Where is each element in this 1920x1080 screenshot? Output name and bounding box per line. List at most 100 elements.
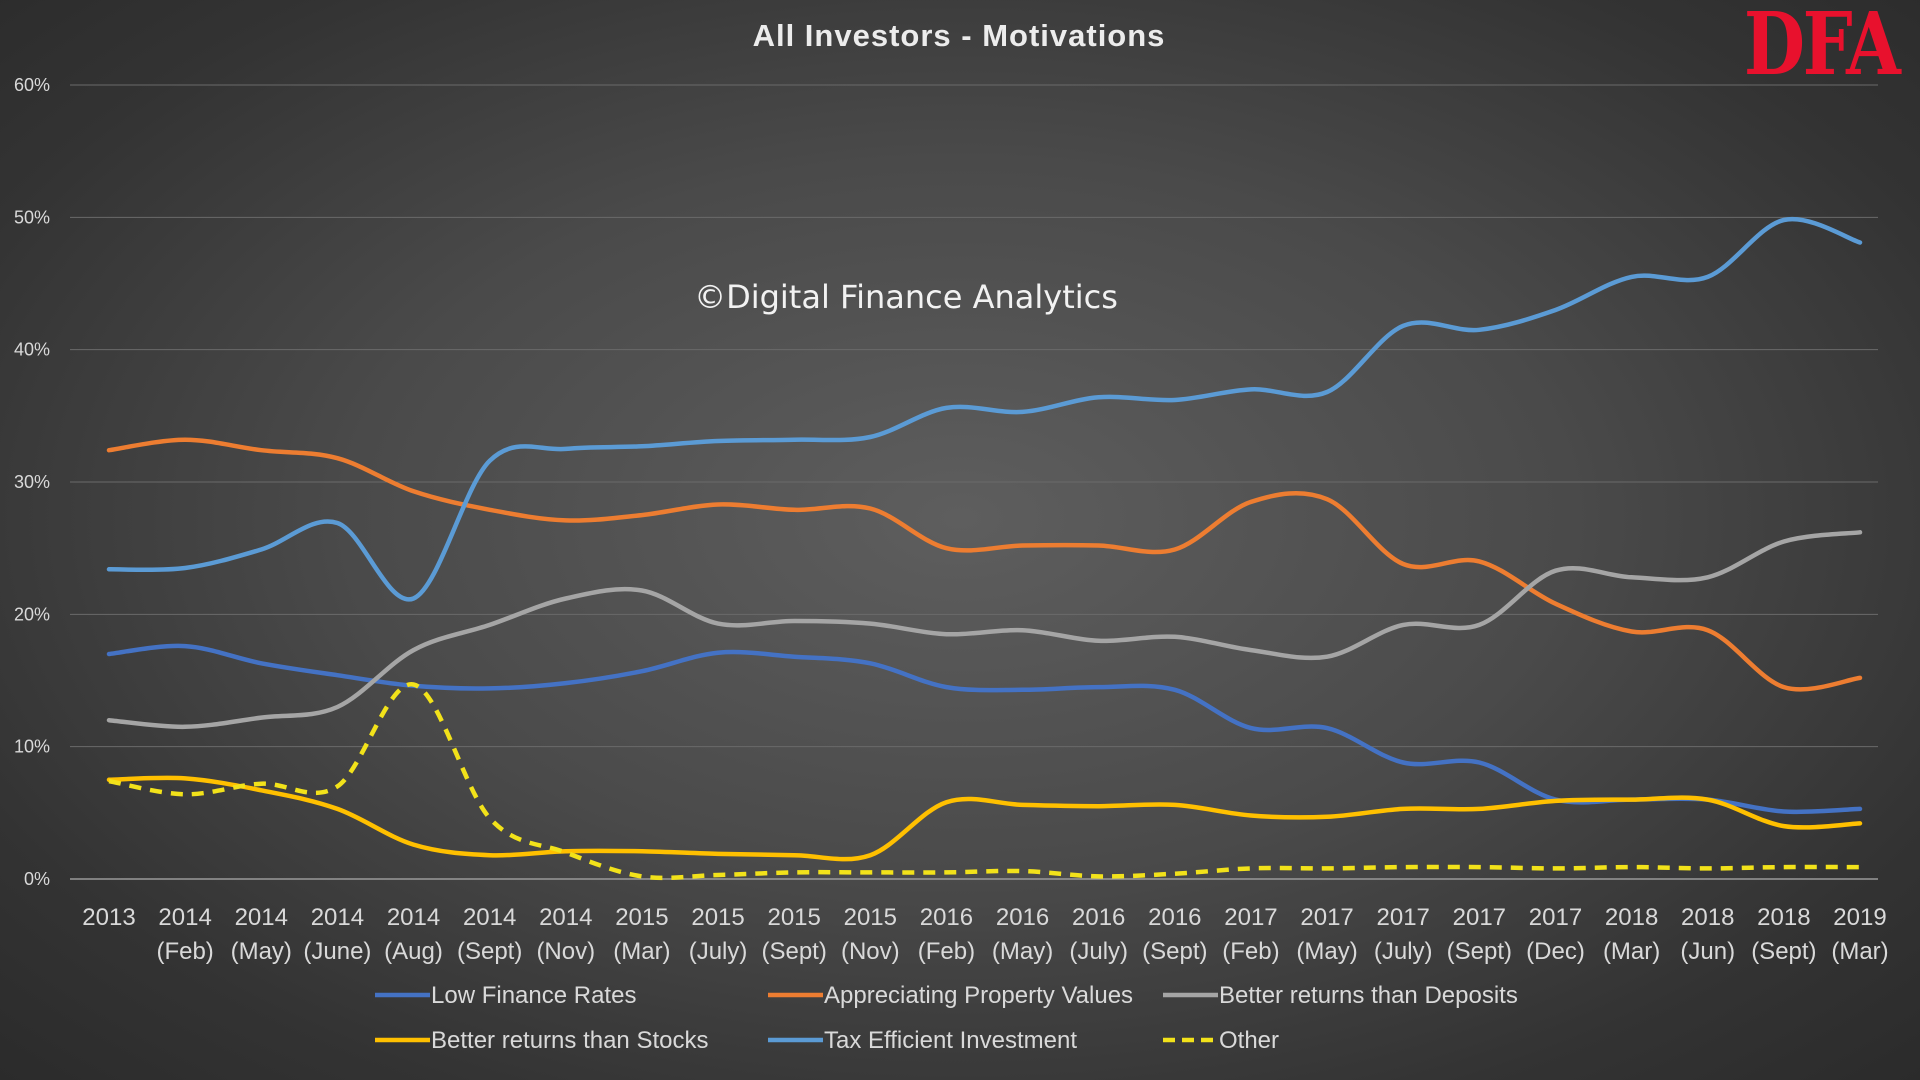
x-tick-label: 2016 xyxy=(1072,904,1125,931)
data-point xyxy=(868,622,872,626)
data-point xyxy=(944,406,948,410)
data-point xyxy=(1858,240,1862,244)
data-point xyxy=(1858,807,1862,811)
data-point xyxy=(1097,639,1101,643)
data-point xyxy=(1706,866,1710,870)
gridlines xyxy=(70,84,1878,880)
x-tick-sublabel: (July) xyxy=(1374,938,1433,965)
data-point xyxy=(1097,685,1101,689)
data-point xyxy=(1782,685,1786,689)
data-point xyxy=(1173,398,1177,402)
data-point xyxy=(640,513,644,517)
x-tick-sublabel: (Feb) xyxy=(918,938,975,965)
data-point xyxy=(716,852,720,856)
data-point xyxy=(640,444,644,448)
data-point xyxy=(868,661,872,665)
data-point xyxy=(107,652,111,656)
data-point xyxy=(259,661,263,665)
data-point xyxy=(1477,559,1481,563)
data-point xyxy=(1706,628,1710,632)
data-point xyxy=(1097,395,1101,399)
data-point xyxy=(335,673,339,677)
data-point xyxy=(1249,648,1253,652)
data-point xyxy=(1477,865,1481,869)
data-point xyxy=(564,447,568,451)
x-tick-label: 2014 xyxy=(387,904,440,931)
x-tick-sublabel: (Sept) xyxy=(761,938,826,965)
data-point xyxy=(1477,328,1481,332)
data-point xyxy=(716,439,720,443)
data-point xyxy=(183,725,187,729)
x-tick-label: 2017 xyxy=(1300,904,1353,931)
data-point xyxy=(1401,761,1405,765)
data-point xyxy=(183,566,187,570)
x-tick-sublabel: (May) xyxy=(231,938,292,965)
x-tick-label: 2018 xyxy=(1681,904,1734,931)
data-point xyxy=(488,816,492,820)
data-point xyxy=(107,567,111,571)
x-tick-sublabel: (Mar) xyxy=(1603,938,1660,965)
data-point xyxy=(1477,761,1481,765)
data-point xyxy=(335,784,339,788)
x-tick-label: 2017 xyxy=(1453,904,1506,931)
data-point xyxy=(1173,688,1177,692)
x-tick-label: 2018 xyxy=(1605,904,1658,931)
data-point xyxy=(1630,798,1634,802)
data-point xyxy=(1706,798,1710,802)
x-tick-label: 2014 xyxy=(463,904,516,931)
data-point xyxy=(1630,630,1634,634)
y-tick-label: 60% xyxy=(14,75,50,95)
data-point xyxy=(792,853,796,857)
data-point xyxy=(259,788,263,792)
data-point xyxy=(412,843,416,847)
data-point xyxy=(412,648,416,652)
x-tick-sublabel: (Aug) xyxy=(384,938,443,965)
legend-label: Low Finance Rates xyxy=(431,982,636,1009)
series-line xyxy=(106,216,1863,602)
series-tax-efficient-investment xyxy=(106,216,1863,602)
y-tick-label: 50% xyxy=(14,207,50,227)
data-point xyxy=(1021,869,1025,873)
data-point xyxy=(1173,872,1177,876)
data-point xyxy=(183,644,187,648)
data-point xyxy=(1630,865,1634,869)
x-tick-label: 2015 xyxy=(844,904,897,931)
data-point xyxy=(1325,726,1329,730)
data-point xyxy=(1782,824,1786,828)
legend-item: Tax Efficient Investment xyxy=(768,1027,1077,1054)
x-tick-sublabel: (July) xyxy=(689,938,748,965)
x-tick-sublabel: (Sept) xyxy=(1142,938,1207,965)
data-point xyxy=(1553,799,1557,803)
data-point xyxy=(716,502,720,506)
data-point xyxy=(640,849,644,853)
data-point xyxy=(488,508,492,512)
data-point xyxy=(335,521,339,525)
data-point xyxy=(1553,866,1557,870)
data-point xyxy=(107,779,111,783)
x-tick-label: 2017 xyxy=(1377,904,1430,931)
y-axis: 0% 10% 20% 30% 40% 50% 60% xyxy=(14,75,50,889)
data-point xyxy=(488,853,492,857)
x-axis: 2013 2014 (Feb) 2014 (May) 2014 (June) 2014 (Aug… xyxy=(82,904,1888,965)
data-point xyxy=(259,716,263,720)
data-point xyxy=(335,705,339,709)
series-line xyxy=(106,437,1863,692)
data-point xyxy=(1401,865,1405,869)
data-point xyxy=(183,792,187,796)
legend-item: Other xyxy=(1163,1027,1279,1054)
data-point xyxy=(183,776,187,780)
data-point xyxy=(640,669,644,673)
y-tick-label: 20% xyxy=(14,604,50,624)
data-point xyxy=(1325,866,1329,870)
data-point xyxy=(1401,562,1405,566)
data-point xyxy=(107,448,111,452)
x-tick-sublabel: (Feb) xyxy=(156,938,213,965)
data-point xyxy=(1477,623,1481,627)
legend-label: Better returns than Deposits xyxy=(1219,982,1518,1009)
data-point xyxy=(944,685,948,689)
legend-label: Other xyxy=(1219,1027,1279,1054)
data-point xyxy=(335,456,339,460)
data-point xyxy=(944,632,948,636)
data-point xyxy=(1782,865,1786,869)
